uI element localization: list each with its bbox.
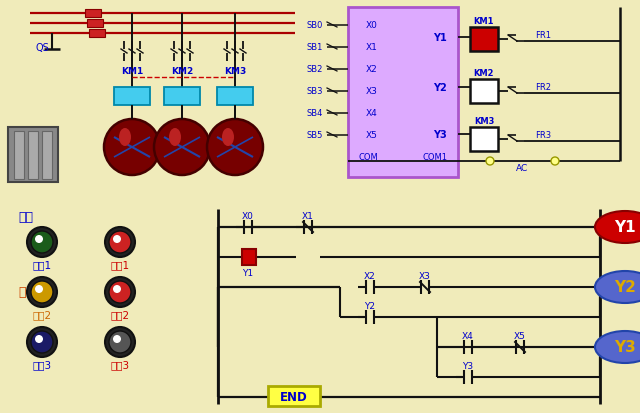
Bar (242, 249, 256, 266)
Circle shape (31, 281, 53, 303)
Bar (14, 132, 24, 180)
Circle shape (27, 327, 57, 357)
Text: X2: X2 (366, 65, 378, 74)
Bar (42, 132, 52, 180)
Text: Y2: Y2 (365, 302, 376, 311)
Bar (114, 88, 150, 106)
Text: 启动2: 启动2 (33, 309, 52, 319)
Text: 🔥: 🔥 (19, 286, 26, 299)
Circle shape (35, 235, 43, 243)
Circle shape (113, 235, 121, 243)
Text: AC: AC (516, 164, 528, 173)
Bar (348, 8, 458, 178)
Text: KM2: KM2 (474, 69, 494, 78)
Circle shape (109, 331, 131, 353)
Ellipse shape (169, 129, 181, 147)
Circle shape (207, 120, 263, 176)
Circle shape (486, 158, 494, 166)
Circle shape (27, 277, 57, 307)
Ellipse shape (119, 129, 131, 147)
Text: Y2: Y2 (614, 280, 636, 295)
Text: Y2: Y2 (433, 83, 447, 93)
Circle shape (35, 335, 43, 343)
Ellipse shape (222, 129, 234, 147)
Text: X5: X5 (514, 332, 526, 341)
Text: Y1: Y1 (433, 33, 447, 43)
Text: COM: COM (358, 153, 378, 162)
Text: X0: X0 (242, 212, 254, 221)
Text: COM1: COM1 (422, 153, 447, 162)
Text: SB1: SB1 (307, 43, 323, 52)
Text: 停止3: 停止3 (111, 359, 129, 369)
Bar (8, 128, 58, 183)
Text: X5: X5 (366, 131, 378, 140)
Text: FR1: FR1 (535, 31, 551, 40)
Text: Y3: Y3 (433, 130, 447, 140)
Text: X2: X2 (364, 272, 376, 281)
Text: SB5: SB5 (307, 131, 323, 140)
Circle shape (105, 228, 135, 257)
Text: 启动3: 启动3 (33, 359, 52, 369)
Circle shape (105, 327, 135, 357)
Bar (470, 80, 498, 104)
Text: X1: X1 (366, 43, 378, 52)
Text: KM1: KM1 (474, 17, 494, 26)
Text: Y1: Y1 (614, 220, 636, 235)
Circle shape (104, 120, 160, 176)
Bar (89, 30, 105, 38)
Ellipse shape (595, 211, 640, 243)
Circle shape (113, 335, 121, 343)
Ellipse shape (595, 331, 640, 363)
Text: X0: X0 (366, 21, 378, 31)
Bar (217, 88, 253, 106)
Text: 启动1: 启动1 (33, 259, 52, 269)
Bar (164, 88, 200, 106)
Text: KM3: KM3 (224, 67, 246, 76)
Ellipse shape (595, 271, 640, 303)
Bar (470, 28, 498, 52)
Text: SB0: SB0 (307, 21, 323, 31)
Text: X4: X4 (462, 332, 474, 341)
Text: Y3: Y3 (614, 339, 636, 355)
Text: SB2: SB2 (307, 65, 323, 74)
Circle shape (109, 231, 131, 254)
Circle shape (31, 331, 53, 353)
Text: FR3: FR3 (535, 131, 551, 140)
Bar (268, 386, 320, 406)
Circle shape (105, 277, 135, 307)
Text: KM2: KM2 (171, 67, 193, 76)
Text: END: END (280, 391, 308, 404)
Text: SB4: SB4 (307, 109, 323, 118)
Text: X3: X3 (366, 87, 378, 96)
Circle shape (31, 231, 53, 254)
Text: 电源: 电源 (18, 211, 33, 224)
Text: Y3: Y3 (463, 362, 474, 370)
Text: KM1: KM1 (121, 67, 143, 76)
Circle shape (154, 120, 210, 176)
Circle shape (551, 158, 559, 166)
Text: 停止1: 停止1 (111, 259, 129, 269)
Bar (87, 20, 103, 28)
Circle shape (27, 228, 57, 257)
Circle shape (113, 285, 121, 293)
Text: QS: QS (35, 43, 49, 53)
Text: SB3: SB3 (307, 87, 323, 96)
Bar (470, 128, 498, 152)
Circle shape (35, 285, 43, 293)
Text: Y1: Y1 (243, 269, 253, 278)
Text: X1: X1 (302, 212, 314, 221)
Text: 停止2: 停止2 (111, 309, 129, 319)
Bar (85, 10, 101, 18)
Text: X3: X3 (419, 272, 431, 281)
Text: X4: X4 (366, 109, 378, 118)
Circle shape (109, 281, 131, 303)
Text: FR2: FR2 (535, 83, 551, 92)
Text: KM3: KM3 (474, 117, 494, 126)
Bar (28, 132, 38, 180)
